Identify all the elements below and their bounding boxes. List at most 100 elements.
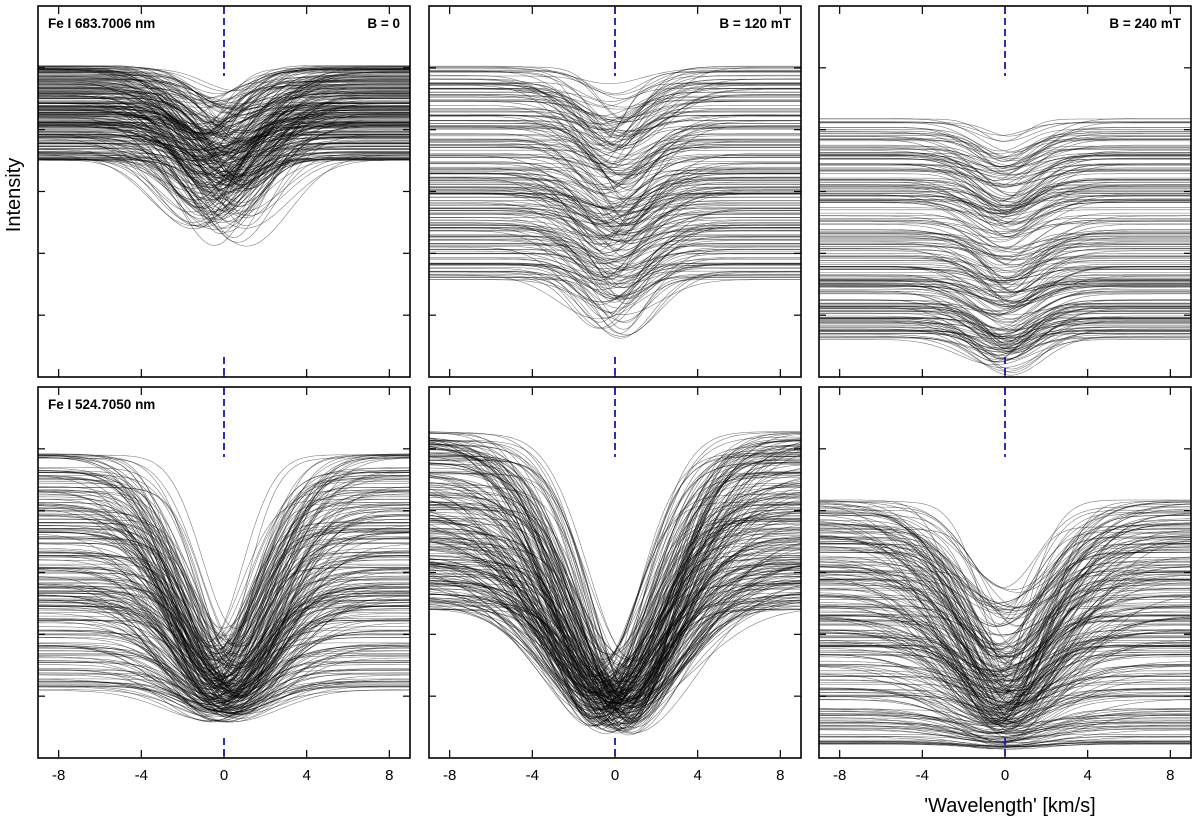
profile-line [819,285,1191,310]
profile-line [429,263,801,281]
profile-line [819,670,1191,726]
profile-line [819,242,1191,283]
profile-line [819,293,1191,338]
profile-line [819,549,1191,626]
profile-line [38,454,410,629]
profile-line [429,270,801,323]
profile-line [819,315,1191,349]
profile-line [819,132,1191,161]
profile-line [429,274,801,320]
profile-line [819,663,1191,691]
profile-line [429,108,801,169]
profile-line [819,595,1191,672]
profile-line [819,635,1191,677]
x-tick-label: -4 [526,767,539,784]
profile-line [429,114,801,133]
profile-line [38,682,410,712]
profile-line [429,237,801,259]
profile-line [819,302,1191,316]
profile-line [819,646,1191,704]
profile-line [429,517,801,719]
profile-line [38,68,410,133]
spectral-line-label: Fe I 683.7006 nm [48,16,155,31]
profile-line [38,669,410,706]
profile-line [38,146,410,213]
profile-line [38,456,410,661]
profile-line [819,167,1191,203]
profile-line [429,235,801,298]
profile-line [819,310,1191,353]
profile-line [429,202,801,254]
profile-line [819,508,1191,593]
profile-line [429,276,801,329]
profile-line [38,513,410,694]
profile-line [429,488,801,675]
profile-line [429,220,801,265]
profile-line [819,303,1191,341]
profile-line [429,537,801,684]
profile-line [429,66,801,119]
profile-line [429,145,801,175]
profile-line [38,454,410,641]
profile-line [38,604,410,684]
profile-line [429,271,801,337]
profile-line [819,253,1191,292]
profile-line [429,135,801,188]
profile-line [819,154,1191,188]
profile-line [38,504,410,681]
profile-line [38,70,410,94]
profile-line [38,590,410,691]
profile-line [819,287,1191,320]
profile-line [819,581,1191,724]
profile-line [819,654,1191,703]
profile-line [429,142,801,195]
profile-line [429,606,801,736]
profile-line [819,523,1191,620]
profile-line [819,682,1191,716]
profile-line [429,230,801,291]
profile-line [819,202,1191,234]
profile-line [429,82,801,146]
profile-line [819,560,1191,627]
profile-line [819,617,1191,724]
profile-line [819,549,1191,660]
profile-line [38,522,410,669]
profile-line [819,575,1191,692]
profile-line [38,78,410,116]
profile-line [429,268,801,329]
x-tick-label: -4 [916,767,929,784]
profile-line [429,549,801,701]
profile-line [819,153,1191,167]
profile-line [38,71,410,118]
profile-line [38,470,410,641]
profiles [819,499,1191,750]
profile-line [819,178,1191,212]
profile-line [38,159,410,235]
profile-line [819,306,1191,331]
field-strength-label: B = 0 [367,16,400,31]
profile-line [819,717,1191,731]
profile-line [819,648,1191,693]
profile-line [429,501,801,695]
profile-line [819,543,1191,665]
profile-line [819,665,1191,694]
profile-line [38,107,410,134]
profile-line [819,209,1191,225]
profile-line [38,102,410,140]
profile-line [38,662,410,708]
profile-line [38,81,410,141]
profile-line [38,528,410,677]
profile-line [429,94,801,137]
profile-line [819,557,1191,704]
profile-line [429,262,801,319]
profile-line [819,250,1191,293]
profile-line [819,564,1191,718]
profile-line [429,82,801,139]
profile-line [819,687,1191,722]
profile-line [429,123,801,156]
profile-line [819,194,1191,235]
profile-line [429,197,801,257]
profile-line [38,478,410,653]
profile-line [819,570,1191,626]
field-strength-label: B = 120 mT [719,16,791,31]
